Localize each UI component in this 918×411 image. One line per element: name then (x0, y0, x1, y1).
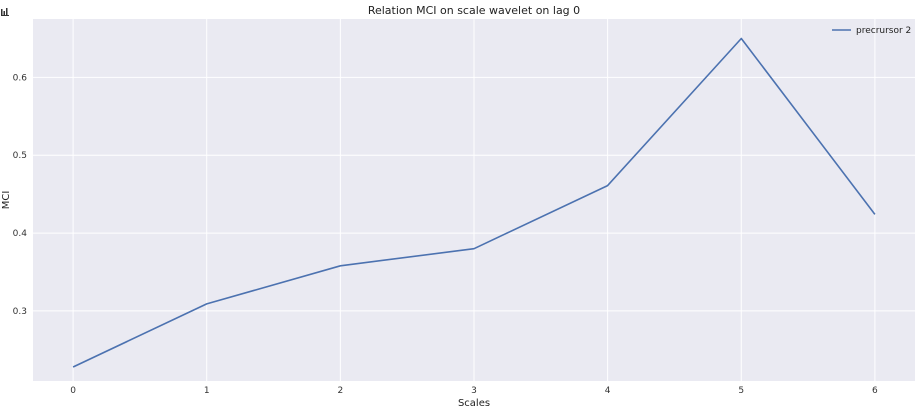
legend-label: precrursor 2 (856, 26, 911, 36)
x-tick-label: 5 (738, 386, 744, 396)
y-tick-label: 0.3 (13, 307, 27, 317)
y-tick-label: 0.5 (13, 151, 27, 161)
series-line (72, 37, 876, 368)
legend: precrursor 2 (832, 26, 911, 36)
y-tick-label: 0.4 (13, 229, 28, 239)
grid (33, 19, 915, 381)
x-tick-label: 4 (605, 386, 611, 396)
x-tick-label: 1 (204, 386, 210, 396)
y-axis-label: MCI (1, 191, 12, 210)
x-tick-label: 0 (70, 386, 76, 396)
x-axis-label: Scales (458, 398, 490, 409)
x-tick-label: 3 (471, 386, 477, 396)
tick-labels: 0 1 2 3 4 5 6 0.3 0.4 0.5 0.6 (13, 73, 878, 396)
x-tick-label: 2 (337, 386, 343, 396)
series-layer (72, 37, 876, 368)
y-tick-label: 0.6 (13, 73, 28, 83)
bar-chart-icon[interactable] (1, 1, 9, 16)
chart-title: Relation MCI on scale wavelet on lag 0 (368, 4, 580, 17)
x-tick-label: 6 (872, 386, 878, 396)
